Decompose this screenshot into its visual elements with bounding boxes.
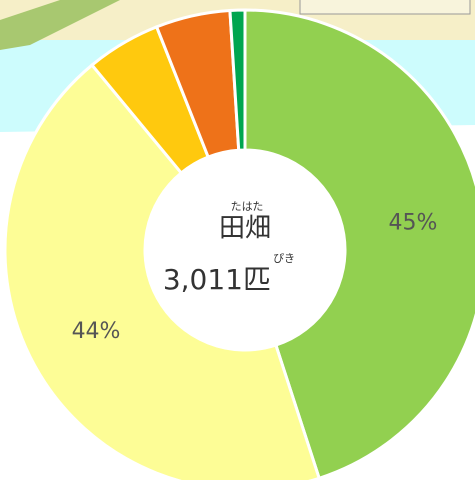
center-title: 田畑	[219, 214, 271, 244]
center-unit: 匹	[243, 263, 271, 296]
value-label: 45%	[388, 210, 437, 235]
center-unit-ruby: ぴき	[273, 252, 295, 265]
value-label: 44%	[72, 319, 121, 344]
map-building	[299, 0, 471, 15]
donut	[3, 8, 475, 480]
center-title-ruby: たはた	[231, 200, 264, 213]
map-road	[0, 0, 120, 50]
center-count: 3,011	[163, 263, 243, 296]
donut-hole	[145, 150, 345, 350]
